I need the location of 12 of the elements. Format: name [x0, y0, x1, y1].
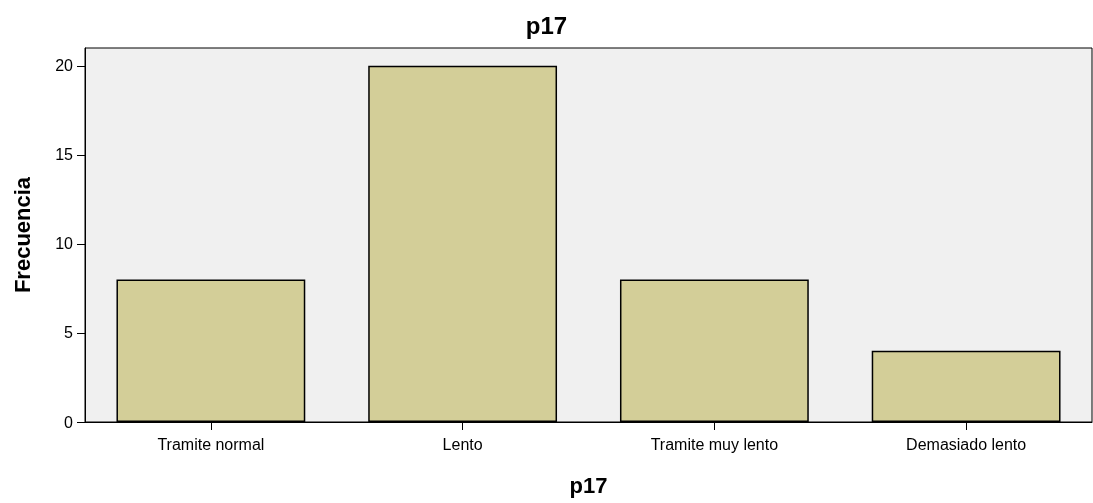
y-tick-label: 5 [64, 324, 74, 342]
x-axis-title: p17 [569, 472, 608, 498]
x-tick-label: Lento [442, 435, 483, 453]
x-tick-label: Tramite muy lento [650, 435, 779, 453]
chart-title: p17 [525, 11, 568, 39]
y-tick-label: 10 [55, 235, 74, 253]
y-tick-label: 15 [55, 146, 74, 164]
x-tick-label: Demasiado lento [906, 435, 1027, 453]
y-axis-title: Frecuencia [9, 176, 35, 294]
y-tick-label: 20 [55, 57, 74, 75]
x-tick-label: Tramite normal [157, 435, 265, 453]
y-tick-label: 0 [64, 413, 74, 431]
